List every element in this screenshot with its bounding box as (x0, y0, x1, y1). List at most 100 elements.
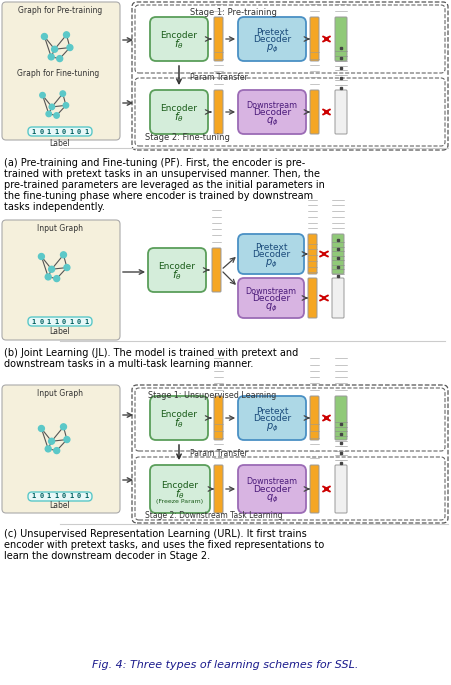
Text: Graph for Fine-tuning: Graph for Fine-tuning (17, 68, 99, 77)
Text: 1: 1 (69, 493, 74, 499)
Text: (Freeze Param): (Freeze Param) (156, 499, 203, 504)
Text: 1: 1 (54, 493, 58, 499)
FancyBboxPatch shape (310, 17, 319, 61)
Text: $p_\phi$: $p_\phi$ (265, 258, 277, 270)
Circle shape (67, 45, 73, 51)
Text: Stage 1: Unsupervised Learning: Stage 1: Unsupervised Learning (148, 390, 276, 399)
FancyBboxPatch shape (308, 278, 317, 318)
Text: Decoder: Decoder (253, 34, 291, 44)
Text: Stage 1: Pre-training: Stage 1: Pre-training (190, 8, 277, 16)
Circle shape (46, 111, 51, 116)
FancyBboxPatch shape (28, 492, 92, 501)
Text: Decoder: Decoder (253, 108, 291, 116)
Circle shape (38, 425, 44, 432)
Text: Downstream: Downstream (245, 286, 297, 295)
Text: 0: 0 (62, 319, 66, 325)
Text: 1: 1 (84, 319, 88, 325)
Circle shape (38, 253, 44, 260)
Circle shape (54, 275, 60, 282)
Text: 0: 0 (39, 493, 43, 499)
FancyBboxPatch shape (335, 465, 347, 513)
Text: downstream tasks in a multi-task learning manner.: downstream tasks in a multi-task learnin… (4, 359, 253, 369)
Text: $f_\theta$: $f_\theta$ (172, 268, 182, 282)
FancyBboxPatch shape (310, 465, 319, 513)
Text: $p_\phi$: $p_\phi$ (266, 422, 278, 434)
Text: 1: 1 (69, 129, 74, 134)
Text: (b) Joint Learning (JL). The model is trained with pretext and: (b) Joint Learning (JL). The model is tr… (4, 348, 298, 358)
Text: 0: 0 (62, 493, 66, 499)
Circle shape (48, 54, 54, 60)
FancyBboxPatch shape (332, 278, 344, 318)
Text: Input Graph: Input Graph (37, 223, 83, 232)
Circle shape (57, 55, 63, 62)
Text: 0: 0 (77, 129, 81, 134)
Text: Downstream: Downstream (246, 477, 298, 486)
Text: Stage 2: Fine-tuning: Stage 2: Fine-tuning (145, 132, 230, 142)
Text: $q_\phi$: $q_\phi$ (266, 116, 278, 128)
Text: 1: 1 (69, 319, 74, 325)
Text: Encoder: Encoder (161, 103, 198, 112)
Text: Param Transfer: Param Transfer (190, 449, 248, 458)
Text: the fine-tuning phase where encoder is trained by downstream: the fine-tuning phase where encoder is t… (4, 191, 313, 201)
Text: 1: 1 (46, 493, 51, 499)
FancyBboxPatch shape (335, 90, 347, 134)
Text: 1: 1 (84, 129, 88, 134)
Text: Stage 2: Downstream Task Learning: Stage 2: Downstream Task Learning (145, 510, 283, 519)
Circle shape (64, 436, 70, 443)
Text: Decoder: Decoder (252, 293, 290, 303)
Circle shape (40, 92, 45, 98)
Text: 0: 0 (62, 129, 66, 134)
FancyBboxPatch shape (2, 385, 120, 513)
FancyBboxPatch shape (28, 317, 92, 326)
Circle shape (63, 103, 69, 108)
Text: 1: 1 (32, 319, 36, 325)
Circle shape (49, 438, 55, 445)
Text: 0: 0 (77, 493, 81, 499)
Text: Downstream: Downstream (246, 101, 298, 110)
FancyBboxPatch shape (310, 90, 319, 134)
Text: 1: 1 (32, 129, 36, 134)
FancyBboxPatch shape (150, 17, 208, 61)
Text: Encoder: Encoder (161, 480, 198, 490)
Text: (c) Unsupervised Representation Learning (URL). It first trains: (c) Unsupervised Representation Learning… (4, 529, 307, 539)
Text: 0: 0 (39, 319, 43, 325)
Circle shape (64, 264, 70, 271)
FancyBboxPatch shape (28, 127, 92, 136)
FancyBboxPatch shape (310, 396, 319, 440)
Text: 1: 1 (54, 129, 58, 134)
Text: Graph for Pre-training: Graph for Pre-training (18, 5, 102, 14)
Text: 1: 1 (46, 129, 51, 134)
Text: encoder with pretext tasks, and uses the fixed representations to: encoder with pretext tasks, and uses the… (4, 540, 324, 550)
Circle shape (60, 91, 65, 97)
FancyBboxPatch shape (238, 396, 306, 440)
Text: Encoder: Encoder (161, 410, 198, 419)
Circle shape (51, 47, 58, 52)
Text: Pretext: Pretext (256, 406, 288, 416)
FancyBboxPatch shape (238, 234, 304, 274)
FancyBboxPatch shape (214, 90, 223, 134)
FancyBboxPatch shape (214, 465, 223, 513)
Circle shape (54, 447, 60, 453)
Text: $q_\phi$: $q_\phi$ (265, 302, 277, 314)
FancyBboxPatch shape (238, 90, 306, 134)
Text: Decoder: Decoder (253, 484, 291, 493)
Text: Pretext: Pretext (256, 27, 288, 36)
Text: Label: Label (50, 501, 70, 510)
Text: Fig. 4: Three types of learning schemes for SSL.: Fig. 4: Three types of learning schemes … (92, 660, 358, 670)
FancyBboxPatch shape (332, 234, 344, 274)
Text: $q_\phi$: $q_\phi$ (266, 493, 278, 506)
Text: (a) Pre-training and Fine-tuning (PF). First, the encoder is pre-: (a) Pre-training and Fine-tuning (PF). F… (4, 158, 305, 168)
FancyBboxPatch shape (2, 2, 120, 140)
FancyBboxPatch shape (148, 248, 206, 292)
FancyBboxPatch shape (150, 90, 208, 134)
Text: $f_\theta$: $f_\theta$ (174, 37, 184, 51)
FancyBboxPatch shape (2, 220, 120, 340)
Text: $f_\theta$: $f_\theta$ (174, 416, 184, 430)
FancyBboxPatch shape (214, 396, 223, 440)
Text: Encoder: Encoder (158, 262, 195, 271)
Circle shape (64, 32, 69, 38)
FancyBboxPatch shape (214, 17, 223, 61)
Circle shape (54, 113, 59, 119)
Circle shape (60, 252, 66, 258)
Text: tasks independently.: tasks independently. (4, 202, 105, 212)
